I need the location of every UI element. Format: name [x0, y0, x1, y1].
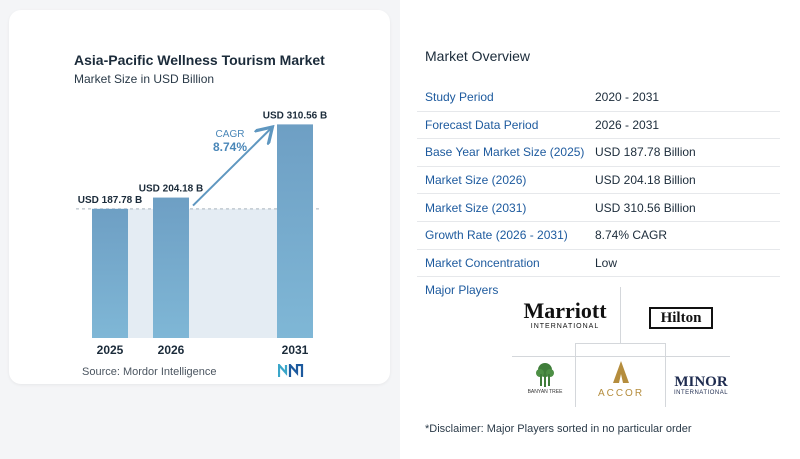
- overview-label: Forecast Data Period: [425, 117, 539, 132]
- hilton-logo-name: Hilton: [660, 310, 702, 326]
- minor-logo-name: MINOR: [674, 374, 728, 390]
- x-tick-label-2031: 2031: [282, 343, 309, 357]
- overview-row: Base Year Market Size (2025) USD 187.78 …: [417, 139, 780, 167]
- chart-subtitle: Market Size in USD Billion: [74, 72, 215, 86]
- mordor-logo-icon: [278, 364, 304, 377]
- bar-2025: [92, 208, 128, 338]
- marriott-logo: Marriott INTERNATIONAL: [518, 298, 612, 331]
- x-tick-label-2025: 2025: [97, 343, 124, 357]
- cagr-label: CAGR: [216, 129, 245, 140]
- overview-label: Study Period: [425, 90, 494, 105]
- bar-chart: CAGR 8.74% USD 187.78 B 2025 USD 204.18 B 2…: [76, 110, 327, 357]
- minor-logo: MINOR INTERNATIONAL: [670, 374, 732, 397]
- overview-row: Market Size (2031) USD 310.56 Billion: [417, 194, 780, 222]
- overview-value: 8.74% CAGR: [595, 228, 668, 243]
- overview-value: USD 310.56 Billion: [595, 200, 696, 215]
- overview-table: Study Period 2020 - 2031 Forecast Data P…: [417, 84, 780, 278]
- overview-row: Growth Rate (2026 - 2031) 8.74% CAGR: [417, 222, 780, 250]
- players-divider: [575, 343, 666, 344]
- overview-title: Market Overview: [425, 48, 531, 64]
- x-tick-label-2026: 2026: [158, 343, 185, 357]
- bar-2031: [277, 124, 313, 339]
- minor-logo-sub: INTERNATIONAL: [673, 390, 729, 396]
- overview-row: Market Size (2026) USD 204.18 Billion: [417, 167, 780, 195]
- hilton-logo: Hilton: [649, 307, 713, 329]
- overview-row: Forecast Data Period 2026 - 2031: [417, 112, 780, 140]
- players-divider: [620, 287, 621, 343]
- overview-value: USD 204.18 Billion: [595, 173, 696, 188]
- banyan-tree-icon: [536, 363, 554, 387]
- banyan-tree-logo: BANYAN TREE: [520, 362, 570, 395]
- overview-label: Market Concentration: [425, 255, 540, 270]
- bar-2026: [153, 197, 189, 338]
- overview-label: Market Size (2026): [425, 173, 527, 188]
- marriott-logo-name: Marriott: [523, 298, 607, 323]
- players-divider: [512, 356, 730, 357]
- overview-value: Low: [595, 255, 618, 270]
- marriott-logo-sub: INTERNATIONAL: [530, 323, 600, 330]
- overview-label: Market Size (2031): [425, 200, 527, 215]
- overview-row: Study Period 2020 - 2031: [417, 84, 780, 112]
- data-label-2031: USD 310.56 B: [263, 110, 327, 121]
- overview-value: USD 187.78 Billion: [595, 145, 696, 160]
- cagr-arrow: [192, 128, 271, 207]
- disclaimer-text: *Disclaimer: Major Players sorted in no …: [425, 423, 692, 435]
- overview-value: 2020 - 2031: [595, 90, 660, 105]
- cagr-value: 8.74%: [213, 140, 247, 154]
- overview-label: Base Year Market Size (2025): [425, 145, 585, 160]
- overview-value: 2026 - 2031: [595, 117, 660, 132]
- chart-title: Asia-Pacific Wellness Tourism Market: [74, 52, 325, 68]
- players-title: Major Players: [425, 283, 499, 297]
- accor-logo-name: ACCOR: [597, 388, 645, 399]
- data-label-2025: USD 187.78 B: [78, 195, 142, 206]
- overview-label: Growth Rate (2026 - 2031): [425, 228, 568, 243]
- players-divider: [665, 343, 666, 407]
- players-divider: [575, 343, 576, 407]
- source-text: Source: Mordor Intelligence: [82, 366, 217, 378]
- banyan-tree-logo-name: BANYAN TREE: [527, 389, 563, 395]
- accor-logo: ACCOR: [592, 360, 650, 399]
- overview-row: Market Concentration Low: [417, 250, 780, 278]
- data-label-2026: USD 204.18 B: [139, 184, 203, 195]
- overview-panel: [400, 0, 800, 459]
- accor-icon: [613, 361, 629, 383]
